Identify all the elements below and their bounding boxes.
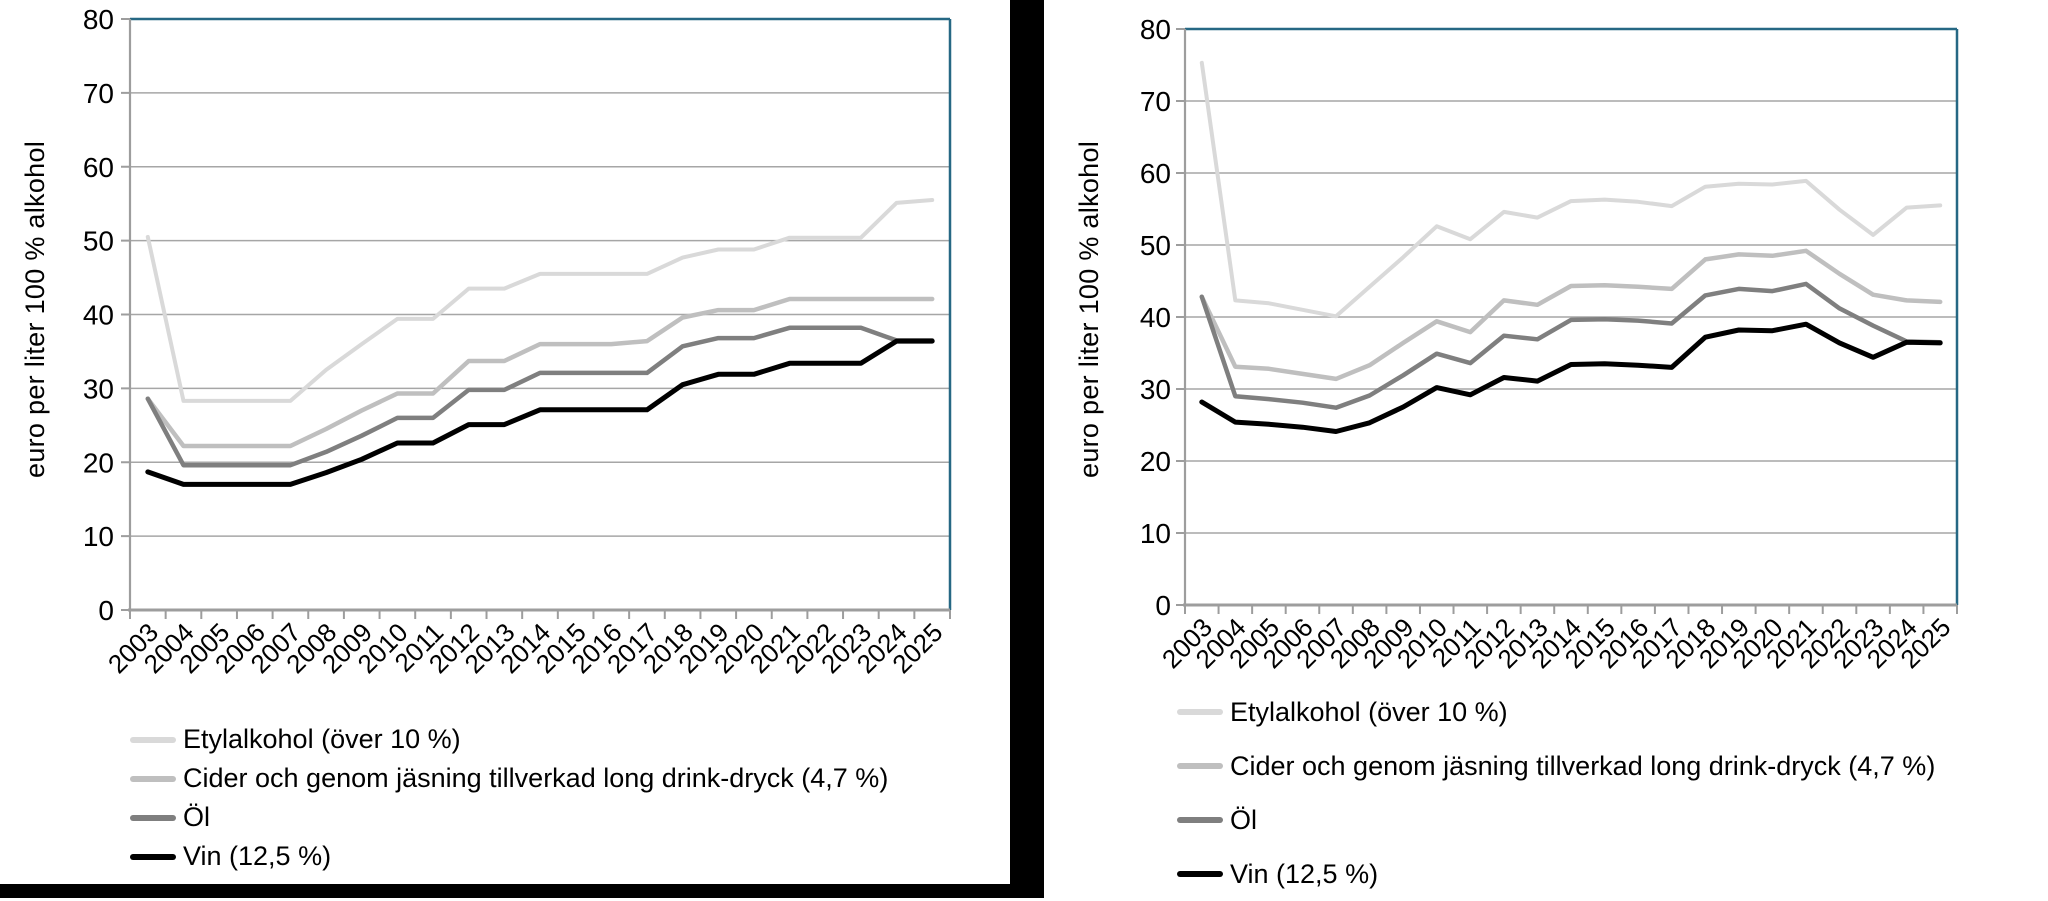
legend-item: Vin (12,5 %): [130, 837, 888, 876]
legend-swatch-line: [130, 775, 176, 782]
legend-item-label: Öl: [1230, 804, 1257, 835]
y-tick-label: 20: [1140, 446, 1171, 477]
black-bar-bottom: [0, 884, 1044, 898]
line-chart-nominal: 0102030405060708020032004200520062007200…: [83, 4, 952, 679]
legend-swatch-line: [130, 814, 176, 821]
legend-item-label: Cider och genom jäsning tillverkad long …: [1230, 750, 1936, 781]
series-line: [145, 296, 935, 449]
y-tick-label: 30: [1140, 374, 1171, 405]
y-tick-label: 50: [83, 226, 114, 257]
legend-item-label: Cider och genom jäsning tillverkad long …: [183, 763, 889, 793]
legend-item-label: Öl: [183, 802, 210, 832]
y-tick-label: 60: [1140, 158, 1171, 189]
legend-item-label: Etylalkohol (över 10 %): [1230, 696, 1508, 727]
y-tick-label: 40: [1140, 302, 1171, 333]
legend-swatch-line: [1177, 817, 1223, 823]
legend-swatch-line: [130, 736, 176, 743]
legend-swatch-line: [130, 853, 176, 860]
y-axis-title: euro per liter 100 % alkohol: [20, 140, 50, 478]
legend-item: Öl: [1177, 793, 1935, 847]
y-tick-label: 40: [83, 300, 114, 331]
series-line: [145, 198, 935, 403]
legend-nominal: Etylalkohol (över 10 %) Cider och genom j…: [130, 720, 888, 876]
legend-swatch-line: [1177, 763, 1223, 769]
legend-item: Etylalkohol (över 10 %): [130, 720, 888, 759]
series-line: [1199, 281, 1943, 410]
y-tick-label: 50: [1140, 230, 1171, 261]
black-divider-vertical: [1010, 0, 1044, 898]
series-line: [145, 338, 935, 487]
y-tick-label: 0: [98, 595, 114, 626]
series-line: [1199, 248, 1943, 382]
chart-panel-nominal: 0 10 20 30 40 50 60 70 80 2003 2004 2005 2006 2007 200…: [0, 0, 1010, 898]
series-line: [1199, 60, 1943, 319]
y-tick-label: 70: [83, 78, 114, 109]
y-tick-label: 80: [83, 4, 114, 35]
legend-item: Vin (12,5 %): [1177, 847, 1935, 901]
y-tick-label: 10: [83, 521, 114, 552]
y-tick-label: 80: [1140, 14, 1171, 45]
legend-item-label: Etylalkohol (över 10 %): [183, 724, 461, 754]
y-tick-label: 70: [1140, 86, 1171, 117]
legend-item: Öl: [130, 798, 888, 837]
series-line: [145, 325, 935, 468]
series-line: [1199, 321, 1943, 434]
y-tick-label: 20: [83, 447, 114, 478]
y-tick-label: 10: [1140, 518, 1171, 549]
y-tick-label: 30: [83, 373, 114, 404]
y-tick-label: 0: [1155, 590, 1171, 621]
legend-item: Cider och genom jäsning tillverkad long …: [130, 759, 888, 798]
chart-panel-real: 0 10 20 30 40 50 60 70 80 2003 2004 2005 2006 2007 200…: [1044, 0, 2048, 898]
y-axis-title: euro per liter 100 % alkohol: [1074, 140, 1104, 478]
legend-item: Etylalkohol (över 10 %): [1177, 685, 1935, 739]
legend-item-label: Vin (12,5 %): [1230, 858, 1379, 889]
line-chart-real: 0102030405060708020032004200520062007200…: [1140, 14, 1959, 674]
legend-swatch-line: [1177, 709, 1223, 715]
legend-swatch-line: [1177, 871, 1223, 877]
legend-real: Etylalkohol (över 10 %) Cider och genom j…: [1177, 685, 1935, 901]
y-tick-label: 60: [83, 152, 114, 183]
legend-item-label: Vin (12,5 %): [183, 841, 332, 871]
legend-item: Cider och genom jäsning tillverkad long …: [1177, 739, 1935, 793]
